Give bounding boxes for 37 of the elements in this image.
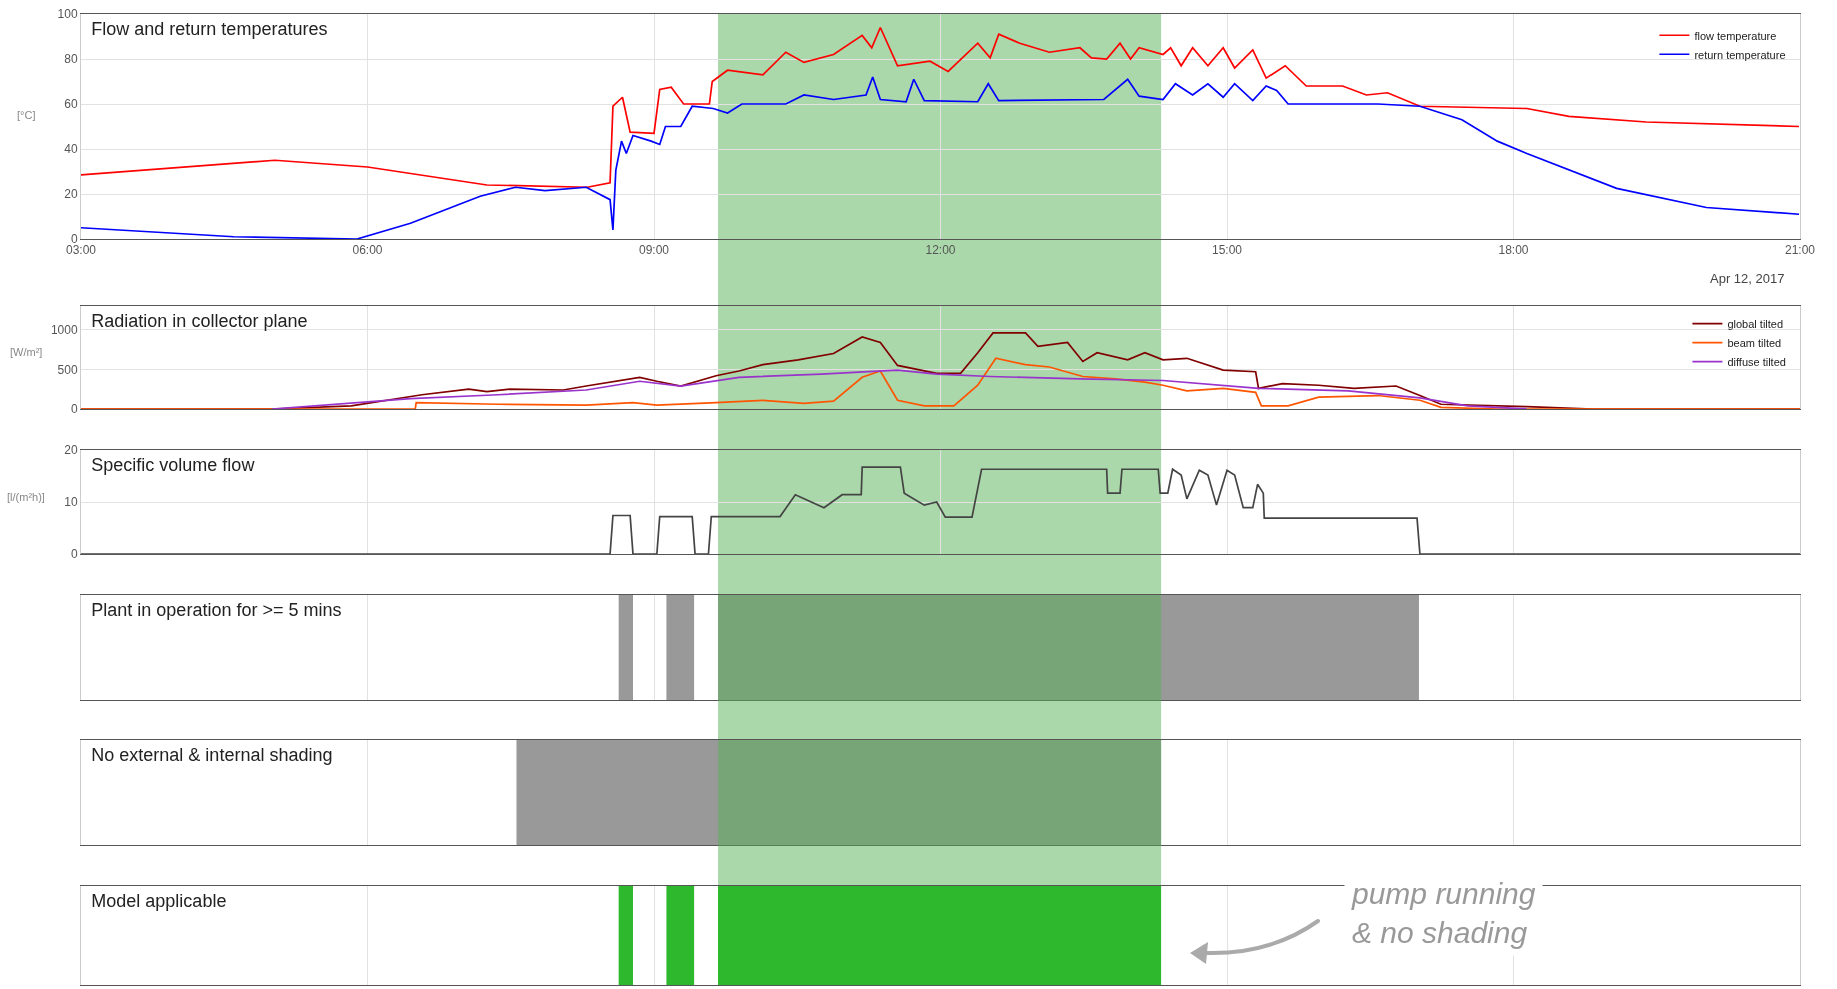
line-series: [271, 369, 1528, 409]
chart-title: No external & internal shading: [91, 744, 333, 765]
chart-title: Model applicable: [91, 890, 227, 911]
chart-title: Flow and return temperatures: [91, 18, 328, 39]
legend-label: flow temperature: [1694, 29, 1777, 42]
x-tick-label: 18:00: [1498, 243, 1529, 258]
x-tick-label: 15:00: [1211, 243, 1243, 258]
y-tick-label: 60: [64, 97, 78, 112]
y-tick-label: 40: [64, 142, 78, 157]
line-series: [81, 357, 1800, 409]
x-tick-label: 21:00: [1784, 243, 1816, 258]
y-axis-title: [°C]: [17, 109, 36, 121]
x-tick-label: 09:00: [638, 243, 670, 258]
chart-title: Radiation in collector plane: [91, 310, 308, 331]
text: Apr 12, 2017: [1710, 271, 1785, 286]
y-tick-label: 100: [57, 7, 78, 22]
chart-title: Specific volume flow: [91, 454, 256, 475]
y-tick-label: 0: [70, 547, 78, 562]
legend-label: return temperature: [1694, 48, 1786, 61]
x-tick-label: 12:00: [925, 243, 956, 258]
legend-label: diffuse tilted: [1727, 355, 1786, 368]
x-tick-label: 03:00: [65, 243, 97, 258]
y-tick-label: 20: [64, 443, 78, 458]
y-axis-title: [l/(m²h)]: [7, 491, 45, 503]
y-tick-label: 10: [64, 495, 78, 510]
chart-title: Plant in operation for >= 5 mins: [91, 599, 342, 620]
line-series: [81, 76, 1800, 239]
legend-label: beam tilted: [1727, 336, 1782, 349]
y-tick-label: 500: [57, 362, 78, 377]
y-axis-title: [W/m²]: [10, 346, 43, 358]
y-tick-label: 20: [64, 187, 78, 202]
y-tick-label: 80: [64, 52, 78, 67]
x-tick-label: 06:00: [352, 243, 383, 258]
y-tick-label: 1000: [50, 322, 78, 337]
legend-label: global tilted: [1727, 317, 1784, 330]
annotation: pump running & no shading: [1351, 877, 1536, 949]
y-tick-label: 0: [70, 402, 78, 417]
